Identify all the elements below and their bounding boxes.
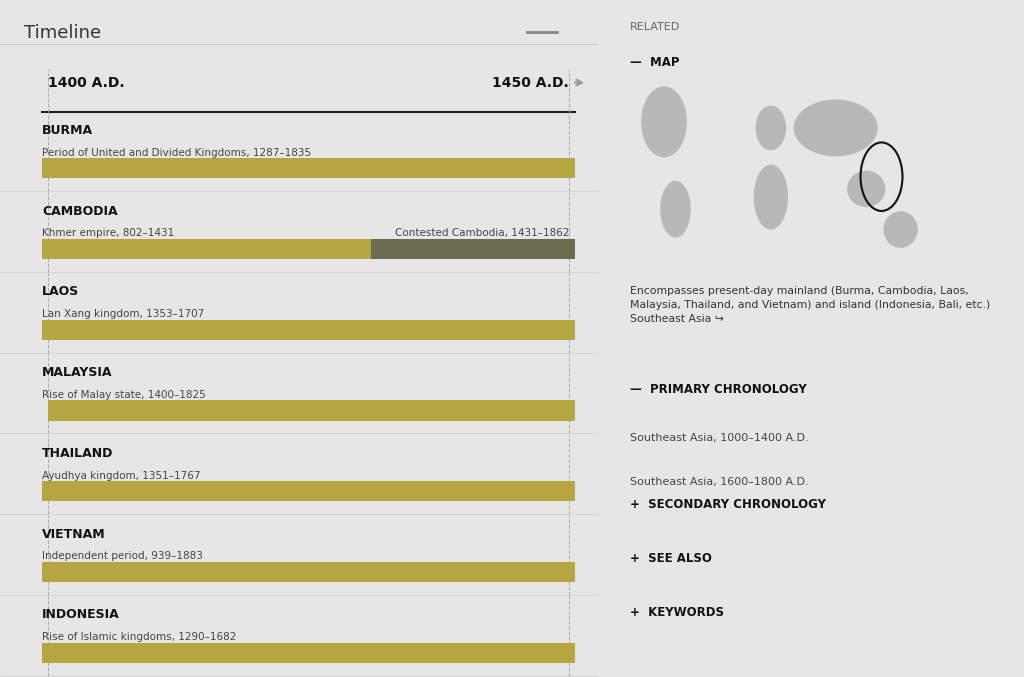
Text: 1400 A.D.: 1400 A.D. [48, 76, 125, 89]
Text: —  MAP: — MAP [630, 56, 680, 68]
FancyBboxPatch shape [48, 400, 575, 420]
Text: +  KEYWORDS: + KEYWORDS [630, 606, 724, 619]
FancyBboxPatch shape [42, 562, 575, 582]
Text: +  SECONDARY CHRONOLOGY: + SECONDARY CHRONOLOGY [630, 498, 826, 510]
Text: MALAYSIA: MALAYSIA [42, 366, 113, 379]
FancyBboxPatch shape [42, 158, 575, 179]
Text: +  SEE ALSO: + SEE ALSO [630, 552, 712, 565]
Text: Period of United and Divided Kingdoms, 1287–1835: Period of United and Divided Kingdoms, 1… [42, 148, 311, 158]
FancyBboxPatch shape [42, 239, 371, 259]
Text: Lan Xang kingdom, 1353–1707: Lan Xang kingdom, 1353–1707 [42, 309, 204, 319]
Ellipse shape [641, 86, 687, 158]
Text: RELATED: RELATED [630, 22, 680, 32]
Text: Timeline: Timeline [24, 24, 101, 42]
Text: Rise of Islamic kingdoms, 1290–1682: Rise of Islamic kingdoms, 1290–1682 [42, 632, 237, 642]
Text: Contested Cambodia, 1431–1862: Contested Cambodia, 1431–1862 [394, 228, 569, 238]
Ellipse shape [754, 165, 788, 230]
Ellipse shape [756, 106, 786, 150]
Text: Encompasses present-day mainland (Burma, Cambodia, Laos,
Malaysia, Thailand, and: Encompasses present-day mainland (Burma,… [630, 286, 990, 324]
FancyBboxPatch shape [371, 239, 575, 259]
Text: —  PRIMARY CHRONOLOGY: — PRIMARY CHRONOLOGY [630, 383, 807, 395]
Ellipse shape [847, 171, 886, 207]
FancyBboxPatch shape [42, 642, 575, 663]
Text: Southeast Asia, 1000–1400 A.D.: Southeast Asia, 1000–1400 A.D. [630, 433, 809, 443]
Text: Ayudhya kingdom, 1351–1767: Ayudhya kingdom, 1351–1767 [42, 471, 201, 481]
Text: Independent period, 939–1883: Independent period, 939–1883 [42, 551, 203, 561]
Text: LAOS: LAOS [42, 286, 79, 299]
Ellipse shape [884, 211, 918, 248]
FancyBboxPatch shape [42, 481, 575, 502]
Ellipse shape [794, 100, 878, 156]
Text: Khmer empire, 802–1431: Khmer empire, 802–1431 [42, 228, 174, 238]
Text: VIETNAM: VIETNAM [42, 527, 105, 541]
Text: BURMA: BURMA [42, 124, 93, 137]
FancyBboxPatch shape [42, 320, 575, 340]
Text: INDONESIA: INDONESIA [42, 609, 120, 621]
Text: Rise of Malay state, 1400–1825: Rise of Malay state, 1400–1825 [42, 390, 206, 400]
Text: 1450 A.D.: 1450 A.D. [493, 76, 569, 89]
Text: Southeast Asia, 1600–1800 A.D.: Southeast Asia, 1600–1800 A.D. [630, 477, 809, 487]
Text: THAILAND: THAILAND [42, 447, 114, 460]
Text: CAMBODIA: CAMBODIA [42, 204, 118, 217]
Ellipse shape [660, 181, 691, 238]
